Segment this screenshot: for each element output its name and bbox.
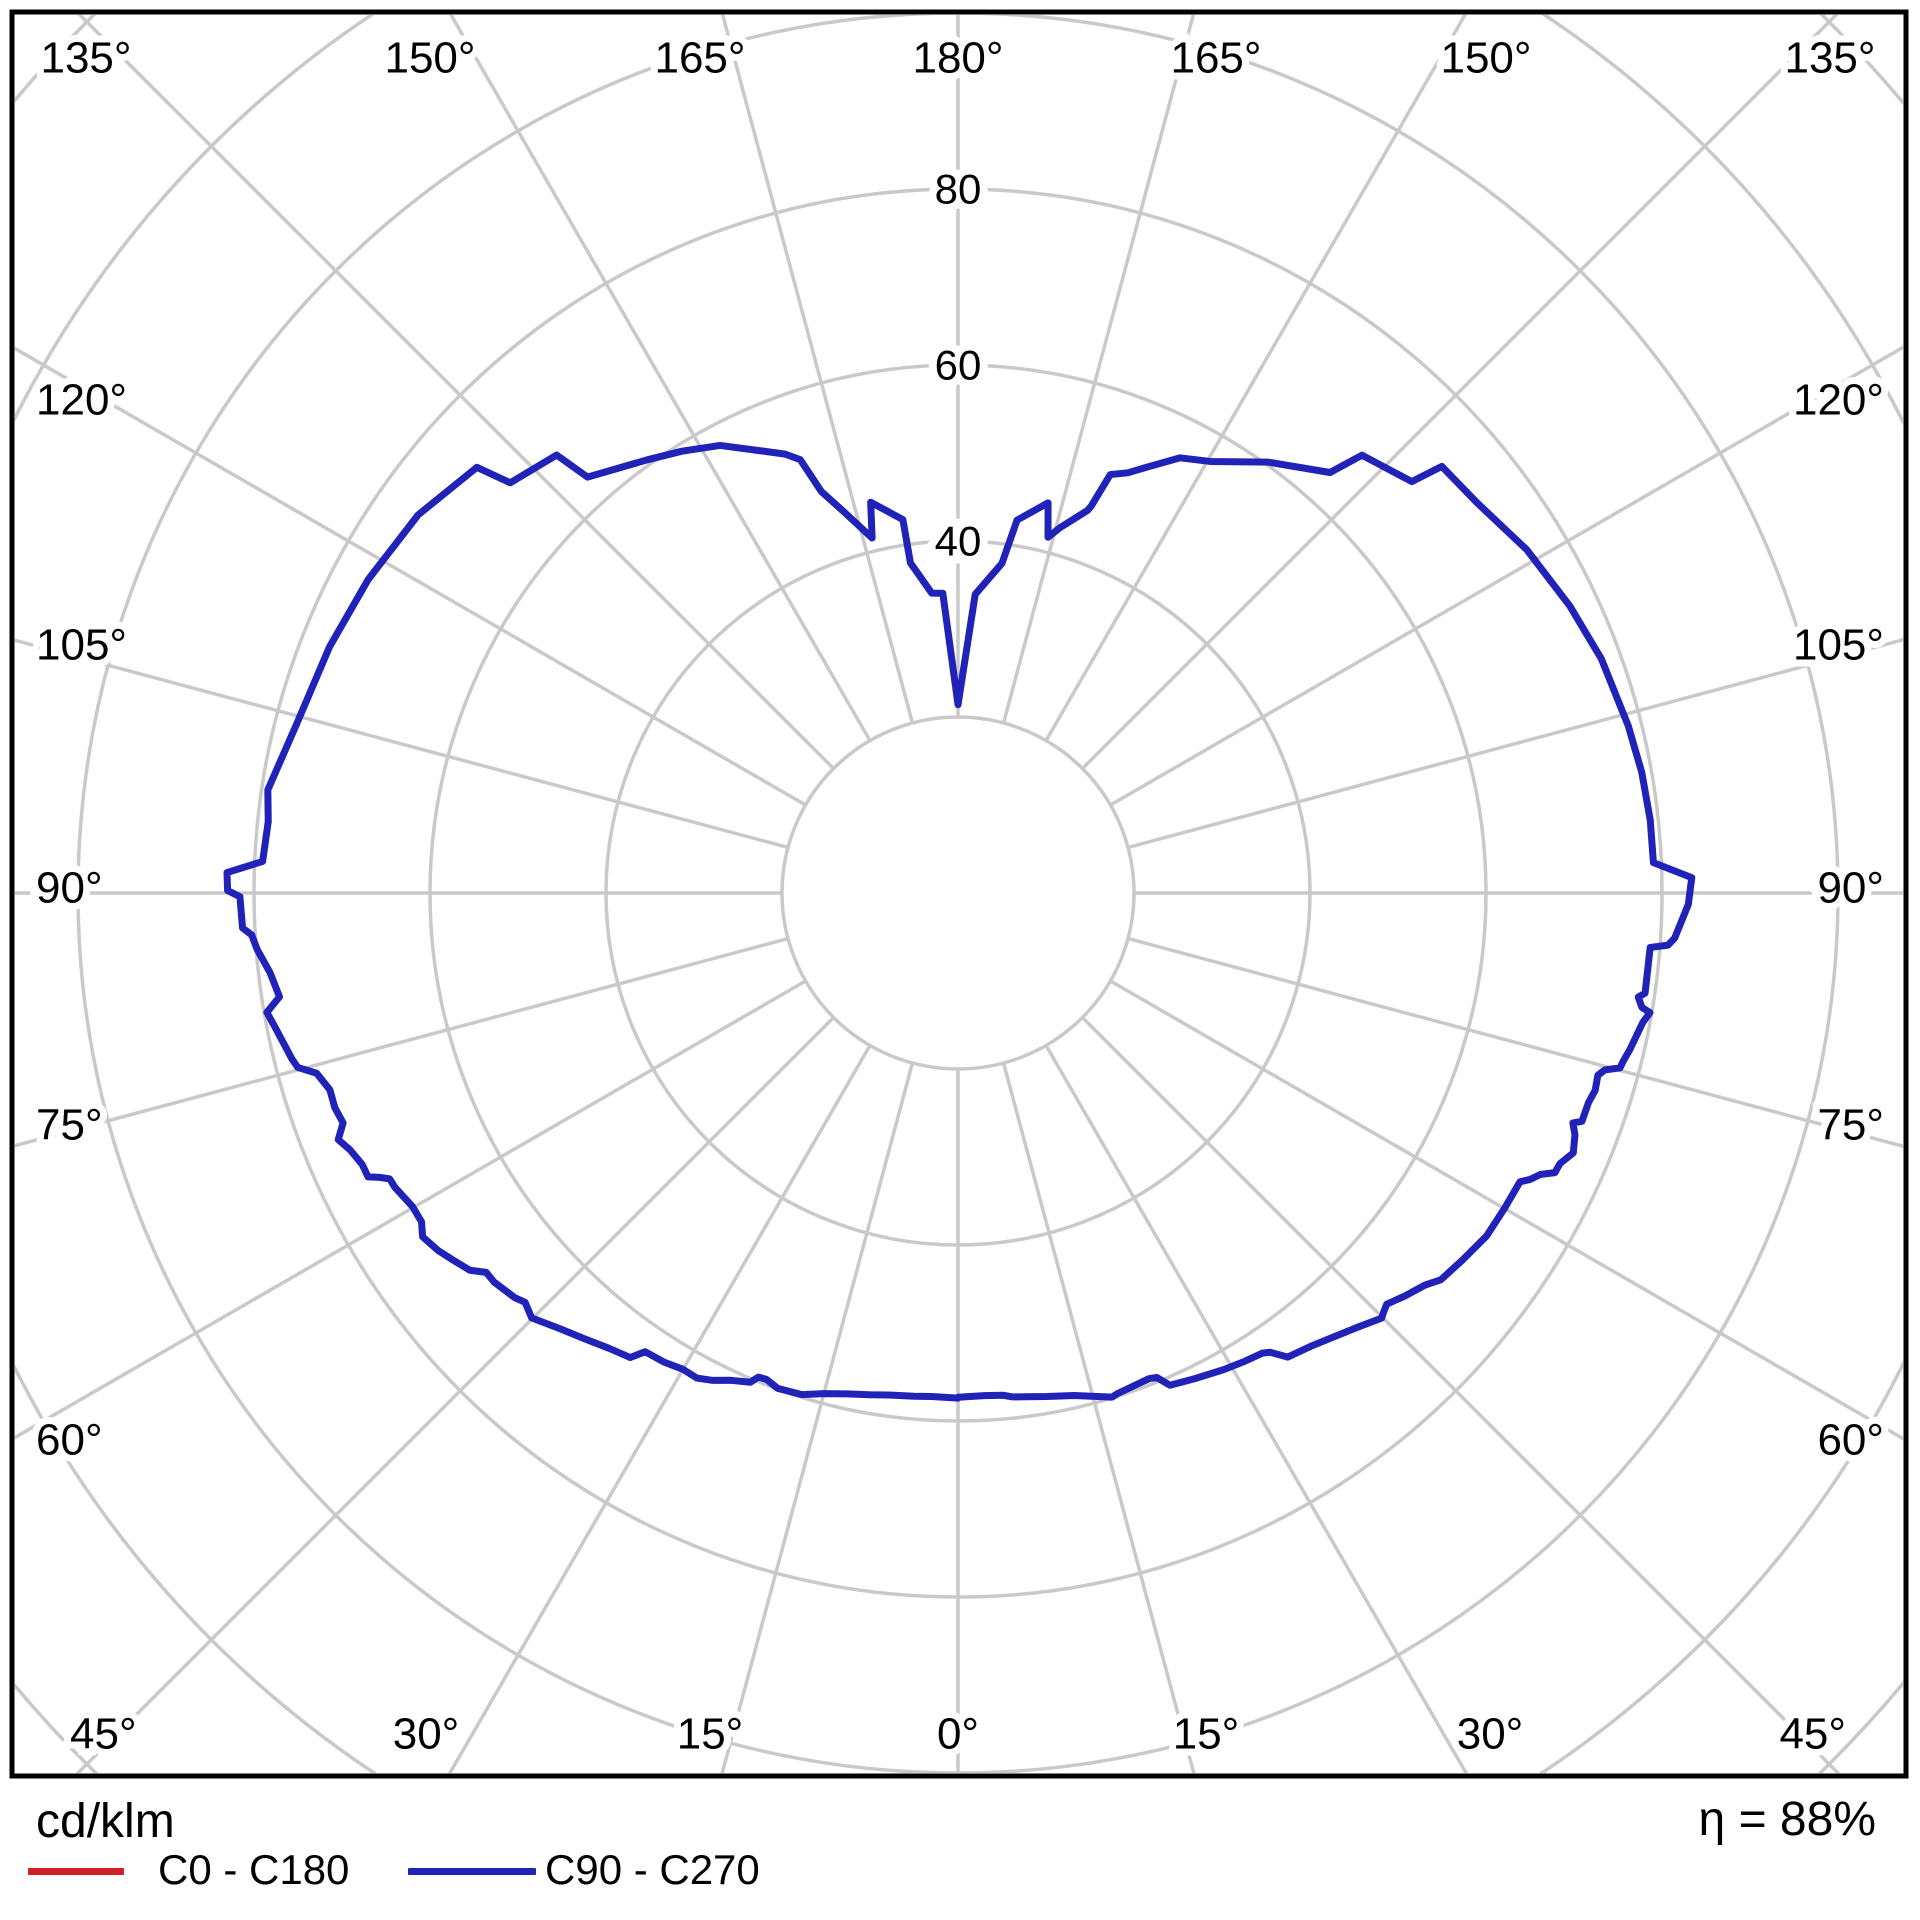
grid-spoke bbox=[1127, 936, 1903, 1149]
grid-spoke bbox=[1109, 979, 1903, 1441]
grid-spoke bbox=[1081, 15, 1839, 770]
angle-label: 135° bbox=[1784, 34, 1875, 83]
grid-spoke bbox=[720, 15, 915, 724]
grid-spoke bbox=[1001, 15, 1196, 724]
angle-label: 150° bbox=[384, 34, 475, 83]
radial-tick-label: 60 bbox=[935, 342, 982, 389]
legend-swatch-c90-c270 bbox=[408, 1868, 536, 1875]
angle-label: 15° bbox=[1173, 1710, 1240, 1759]
angle-label: 165° bbox=[654, 34, 745, 83]
grid-spoke bbox=[75, 1016, 835, 1773]
grid-spoke bbox=[1044, 15, 1467, 742]
plot-frame bbox=[9, 9, 1909, 1779]
efficiency-label: η = 88% bbox=[1698, 1793, 1876, 1846]
angle-label: 180° bbox=[912, 34, 1003, 83]
angle-label: 45° bbox=[1779, 1710, 1846, 1759]
angle-label: 60° bbox=[1817, 1416, 1884, 1465]
grid-spoke bbox=[77, 15, 835, 770]
c90-c270-curve bbox=[223, 441, 1696, 1402]
angle-label: 0° bbox=[937, 1710, 979, 1759]
grid-spoke bbox=[15, 638, 789, 850]
angle-label: 45° bbox=[70, 1710, 137, 1759]
angle-label: 90° bbox=[1817, 864, 1884, 913]
angle-label: 75° bbox=[36, 1101, 103, 1150]
units-label: cd/klm bbox=[36, 1795, 175, 1848]
grid-spoke bbox=[15, 936, 789, 1148]
grid-spoke bbox=[449, 15, 872, 742]
legend-swatch-c0-c180 bbox=[28, 1868, 124, 1875]
grid-spoke bbox=[1127, 637, 1903, 850]
angle-label: 165° bbox=[1170, 34, 1261, 83]
legend-label-c0-c180: C0 - C180 bbox=[158, 1846, 350, 1893]
angle-label: 60° bbox=[36, 1416, 103, 1465]
angle-label: 30° bbox=[1457, 1710, 1524, 1759]
grid-spoke bbox=[15, 979, 807, 1440]
grid-spoke bbox=[1081, 1016, 1841, 1773]
angle-label: 15° bbox=[677, 1710, 744, 1759]
angle-label: 30° bbox=[393, 1710, 460, 1759]
grid-spoke bbox=[447, 1044, 872, 1773]
grid-spoke bbox=[720, 1062, 915, 1773]
angle-label: 135° bbox=[40, 34, 131, 83]
angle-label: 105° bbox=[1793, 621, 1884, 670]
angle-label: 75° bbox=[1817, 1101, 1884, 1150]
angle-label: 120° bbox=[36, 376, 127, 425]
grid-spoke bbox=[1109, 345, 1903, 807]
legend-label-c90-c270: C90 - C270 bbox=[545, 1846, 760, 1893]
angle-label: 120° bbox=[1793, 376, 1884, 425]
angle-label: 105° bbox=[36, 621, 127, 670]
grid-spoke bbox=[1001, 1062, 1196, 1773]
grid-spoke bbox=[15, 346, 807, 807]
radial-tick-label: 80 bbox=[935, 166, 982, 213]
grid-ring bbox=[780, 715, 1136, 1071]
angle-label: 150° bbox=[1440, 34, 1531, 83]
grid-spoke bbox=[1044, 1044, 1469, 1773]
radial-tick-label: 40 bbox=[935, 518, 982, 565]
angle-label: 90° bbox=[36, 864, 103, 913]
